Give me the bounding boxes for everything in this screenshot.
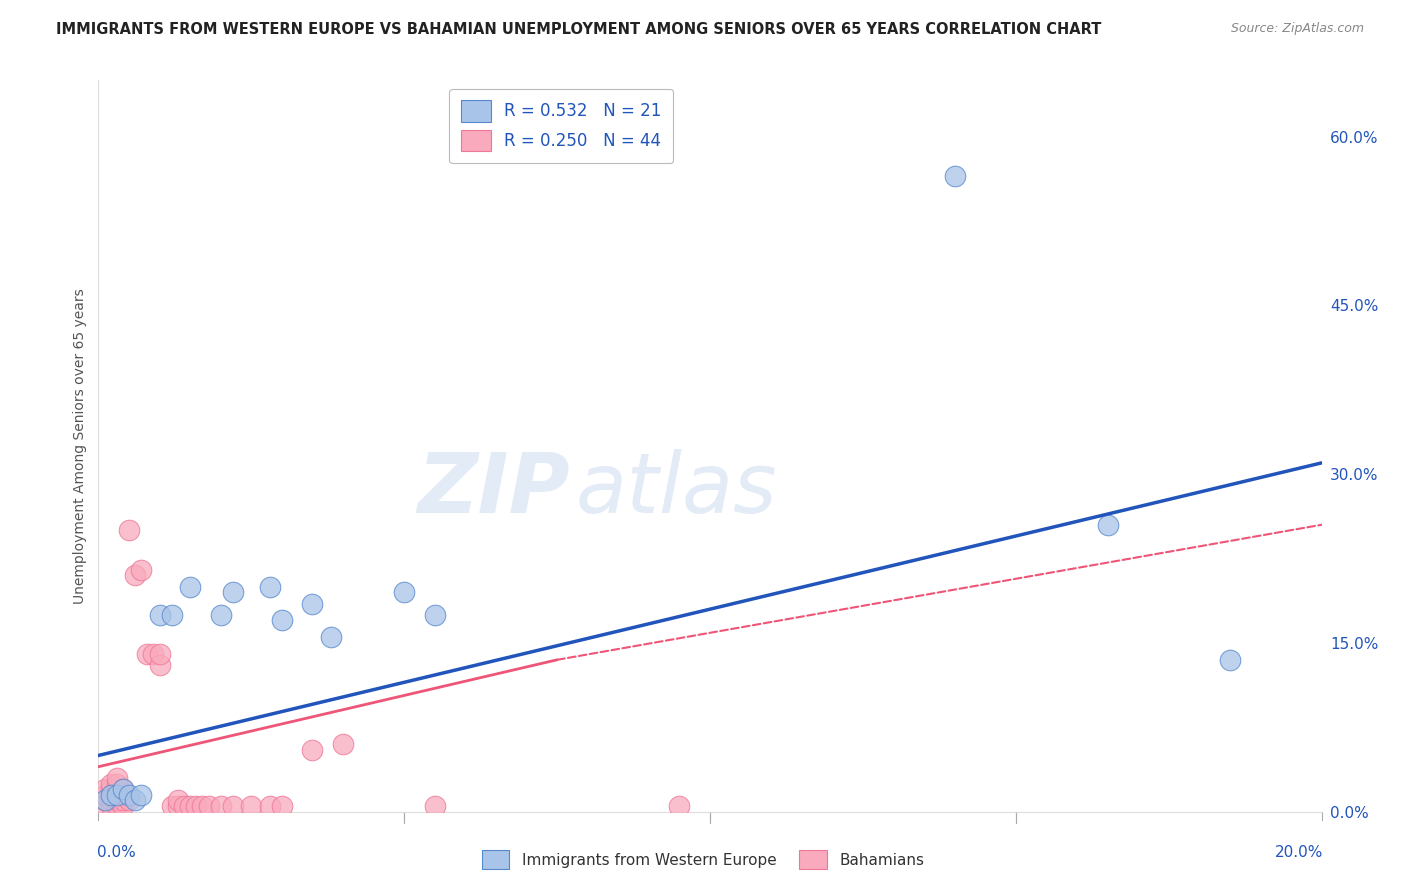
Point [222, 585, 245, 599]
Point [100, 788, 122, 802]
Point [222, 799, 245, 814]
Point [129, 563, 152, 577]
Point [118, 793, 141, 807]
Point [423, 799, 446, 814]
Point [301, 597, 323, 611]
Point [118, 788, 141, 802]
Point [142, 647, 165, 661]
Point [100, 776, 122, 790]
Point [392, 585, 416, 599]
Point [209, 799, 232, 814]
Point [105, 771, 128, 785]
Point [668, 799, 690, 814]
Text: atlas: atlas [575, 450, 778, 531]
Point [149, 647, 172, 661]
Point [105, 799, 128, 814]
Text: ZIP: ZIP [416, 450, 569, 531]
Point [167, 793, 190, 807]
Point [93, 788, 115, 802]
Point [105, 782, 128, 797]
Point [124, 793, 146, 807]
Point [111, 782, 134, 797]
Point [259, 580, 281, 594]
Point [160, 607, 183, 622]
Point [259, 799, 281, 814]
Point [270, 614, 292, 628]
Point [186, 799, 208, 814]
Text: 0.0%: 0.0% [97, 845, 136, 860]
Point [1219, 653, 1241, 667]
Point [270, 799, 292, 814]
Point [240, 799, 263, 814]
Point [423, 607, 446, 622]
Point [111, 788, 134, 802]
Point [100, 793, 122, 807]
Point [105, 788, 128, 802]
Point [136, 647, 159, 661]
Point [129, 788, 152, 802]
Point [100, 788, 122, 802]
Point [105, 793, 128, 807]
Point [105, 788, 128, 802]
Text: 20.0%: 20.0% [1274, 845, 1323, 860]
Point [319, 630, 342, 644]
Point [111, 782, 134, 797]
Point [167, 799, 190, 814]
Legend: R = 0.532   N = 21, R = 0.250   N = 44: R = 0.532 N = 21, R = 0.250 N = 44 [450, 88, 673, 163]
Point [943, 169, 966, 183]
Point [209, 607, 232, 622]
Point [191, 799, 214, 814]
Point [149, 607, 172, 622]
Point [93, 782, 115, 797]
Y-axis label: Unemployment Among Seniors over 65 years: Unemployment Among Seniors over 65 years [73, 288, 87, 604]
Point [124, 568, 146, 582]
Legend: Immigrants from Western Europe, Bahamians: Immigrants from Western Europe, Bahamian… [475, 844, 931, 875]
Point [301, 743, 323, 757]
Point [332, 737, 354, 751]
Point [111, 799, 134, 814]
Point [1097, 517, 1119, 532]
Point [93, 793, 115, 807]
Point [118, 524, 141, 538]
Text: IMMIGRANTS FROM WESTERN EUROPE VS BAHAMIAN UNEMPLOYMENT AMONG SENIORS OVER 65 YE: IMMIGRANTS FROM WESTERN EUROPE VS BAHAMI… [56, 22, 1102, 37]
Point [149, 658, 172, 673]
Point [111, 793, 134, 807]
Point [173, 799, 195, 814]
Point [93, 799, 115, 814]
Point [179, 580, 201, 594]
Point [160, 799, 183, 814]
Text: Source: ZipAtlas.com: Source: ZipAtlas.com [1230, 22, 1364, 36]
Point [105, 776, 128, 790]
Point [93, 793, 115, 807]
Point [179, 799, 201, 814]
Point [100, 782, 122, 797]
Point [197, 799, 219, 814]
Point [100, 799, 122, 814]
